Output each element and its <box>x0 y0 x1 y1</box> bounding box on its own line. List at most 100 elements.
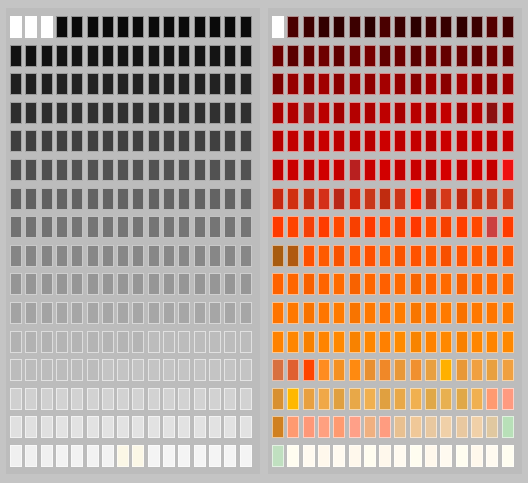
color-swatch[interactable] <box>409 445 422 467</box>
color-swatch[interactable] <box>501 130 514 153</box>
color-swatch[interactable] <box>394 101 407 124</box>
color-swatch[interactable] <box>193 130 206 153</box>
color-swatch[interactable] <box>208 44 221 67</box>
color-swatch[interactable] <box>425 330 437 353</box>
color-swatch[interactable] <box>40 159 53 181</box>
color-swatch[interactable] <box>409 416 422 439</box>
color-swatch[interactable] <box>71 445 84 467</box>
color-swatch[interactable] <box>101 416 114 439</box>
color-swatch[interactable] <box>317 302 330 324</box>
color-swatch[interactable] <box>486 44 499 67</box>
color-swatch[interactable] <box>302 101 315 124</box>
color-swatch[interactable] <box>117 216 130 239</box>
color-swatch[interactable] <box>40 244 53 267</box>
color-swatch[interactable] <box>363 101 376 124</box>
color-swatch[interactable] <box>71 216 84 239</box>
color-swatch[interactable] <box>224 216 237 239</box>
color-swatch[interactable] <box>132 101 145 124</box>
color-swatch[interactable] <box>193 445 206 467</box>
color-swatch[interactable] <box>425 16 437 38</box>
color-swatch[interactable] <box>208 16 221 38</box>
color-swatch[interactable] <box>10 416 22 439</box>
color-swatch[interactable] <box>10 16 22 38</box>
color-swatch[interactable] <box>71 73 84 96</box>
color-swatch[interactable] <box>440 359 453 382</box>
color-swatch[interactable] <box>117 445 130 467</box>
color-swatch[interactable] <box>486 244 499 267</box>
color-swatch[interactable] <box>55 359 68 382</box>
color-swatch[interactable] <box>132 159 145 181</box>
color-swatch[interactable] <box>363 445 376 467</box>
color-swatch[interactable] <box>25 73 38 96</box>
color-swatch[interactable] <box>302 302 315 324</box>
color-swatch[interactable] <box>163 445 175 467</box>
color-swatch[interactable] <box>302 73 315 96</box>
color-swatch[interactable] <box>333 187 346 210</box>
color-swatch[interactable] <box>333 273 346 296</box>
color-swatch[interactable] <box>193 187 206 210</box>
color-swatch[interactable] <box>147 359 160 382</box>
color-swatch[interactable] <box>163 159 175 181</box>
color-swatch[interactable] <box>302 273 315 296</box>
color-swatch[interactable] <box>409 359 422 382</box>
color-swatch[interactable] <box>239 159 252 181</box>
color-swatch[interactable] <box>287 73 300 96</box>
color-swatch[interactable] <box>178 216 191 239</box>
color-swatch[interactable] <box>501 416 514 439</box>
color-swatch[interactable] <box>287 16 300 38</box>
color-swatch[interactable] <box>25 101 38 124</box>
color-swatch[interactable] <box>132 416 145 439</box>
color-swatch[interactable] <box>348 273 361 296</box>
color-swatch[interactable] <box>40 130 53 153</box>
color-swatch[interactable] <box>287 101 300 124</box>
color-swatch[interactable] <box>348 44 361 67</box>
color-swatch[interactable] <box>132 359 145 382</box>
color-swatch[interactable] <box>10 359 22 382</box>
color-swatch[interactable] <box>394 130 407 153</box>
color-swatch[interactable] <box>208 216 221 239</box>
color-swatch[interactable] <box>287 216 300 239</box>
color-swatch[interactable] <box>40 187 53 210</box>
color-swatch[interactable] <box>470 445 483 467</box>
color-swatch[interactable] <box>117 330 130 353</box>
color-swatch[interactable] <box>239 330 252 353</box>
color-swatch[interactable] <box>333 302 346 324</box>
color-swatch[interactable] <box>101 273 114 296</box>
color-swatch[interactable] <box>486 16 499 38</box>
color-swatch[interactable] <box>379 44 392 67</box>
color-swatch[interactable] <box>333 416 346 439</box>
color-swatch[interactable] <box>440 216 453 239</box>
color-swatch[interactable] <box>163 101 175 124</box>
color-swatch[interactable] <box>302 387 315 410</box>
color-swatch[interactable] <box>86 359 99 382</box>
color-swatch[interactable] <box>193 416 206 439</box>
color-swatch[interactable] <box>348 73 361 96</box>
color-swatch[interactable] <box>224 302 237 324</box>
color-swatch[interactable] <box>470 416 483 439</box>
color-swatch[interactable] <box>501 101 514 124</box>
color-swatch[interactable] <box>486 330 499 353</box>
color-swatch[interactable] <box>117 44 130 67</box>
color-swatch[interactable] <box>317 187 330 210</box>
color-swatch[interactable] <box>409 130 422 153</box>
color-swatch[interactable] <box>379 16 392 38</box>
color-swatch[interactable] <box>333 16 346 38</box>
color-swatch[interactable] <box>86 387 99 410</box>
color-swatch[interactable] <box>239 101 252 124</box>
color-swatch[interactable] <box>348 216 361 239</box>
color-swatch[interactable] <box>132 44 145 67</box>
color-swatch[interactable] <box>193 244 206 267</box>
color-swatch[interactable] <box>10 387 22 410</box>
color-swatch[interactable] <box>272 130 284 153</box>
color-swatch[interactable] <box>55 216 68 239</box>
color-swatch[interactable] <box>86 159 99 181</box>
color-swatch[interactable] <box>317 359 330 382</box>
color-swatch[interactable] <box>317 44 330 67</box>
color-swatch[interactable] <box>272 101 284 124</box>
color-swatch[interactable] <box>440 16 453 38</box>
color-swatch[interactable] <box>348 244 361 267</box>
color-swatch[interactable] <box>147 101 160 124</box>
color-swatch[interactable] <box>302 416 315 439</box>
color-swatch[interactable] <box>224 387 237 410</box>
color-swatch[interactable] <box>71 159 84 181</box>
